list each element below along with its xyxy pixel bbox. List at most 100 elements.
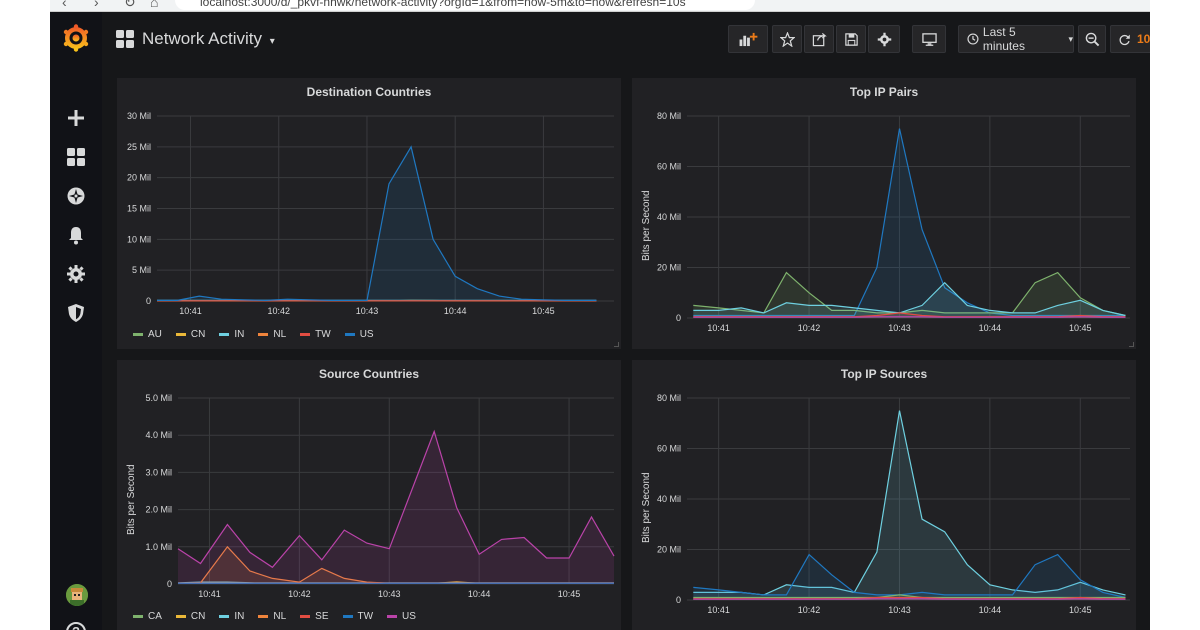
legend-item[interactable]: TW <box>300 329 331 340</box>
resize-handle[interactable] <box>614 342 619 347</box>
legend-item[interactable]: CN <box>175 611 206 622</box>
series-line <box>693 281 1126 317</box>
panel-title[interactable]: Destination Countries <box>306 85 432 99</box>
monitor-icon <box>921 32 937 46</box>
y-tick-label: 20 Mil <box>127 173 151 183</box>
panel-source-countries[interactable]: Source Countries 0 1.0 Mil 2.0 Mil 3.0 Mil 4… <box>117 360 621 630</box>
x-tick-label: 10:44 <box>444 306 467 316</box>
dashboards-icon[interactable] <box>64 145 88 169</box>
x-tick-label: 10:43 <box>378 589 401 599</box>
legend-item[interactable]: US <box>344 329 374 340</box>
legend: CA CN IN NL SE TW US <box>133 611 416 622</box>
configuration-icon[interactable] <box>64 262 88 286</box>
time-range-label: Last 5 minutes <box>982 25 1025 53</box>
x-tick-label: 10:45 <box>1069 323 1092 333</box>
dashboard-grid-icon[interactable] <box>116 30 134 48</box>
series-line <box>177 429 615 569</box>
legend-item[interactable]: AU <box>133 329 162 340</box>
legend-label: IN <box>234 611 245 622</box>
alerting-icon[interactable] <box>64 223 88 247</box>
y-tick-label: 60 Mil <box>657 444 681 454</box>
share-button[interactable] <box>804 25 834 53</box>
legend-item[interactable]: CA <box>133 611 162 622</box>
x-tick-label: 10:43 <box>888 605 911 615</box>
refresh-interval: 10s <box>1137 32 1150 46</box>
legend-item[interactable]: TW <box>342 611 374 622</box>
series-area <box>693 410 1126 600</box>
view-mode-button[interactable] <box>912 25 946 53</box>
star-button[interactable] <box>772 25 802 53</box>
dashboard-settings-button[interactable] <box>868 25 900 53</box>
panel-destination-countries[interactable]: Destination Countries 0 5 Mil 10 Mil 15 Mil… <box>117 78 621 349</box>
add-panel-icon <box>739 32 758 46</box>
user-avatar[interactable] <box>66 584 88 606</box>
series-line <box>693 410 1126 596</box>
y-tick-label: 0 <box>676 595 681 605</box>
panel-title[interactable]: Source Countries <box>318 367 420 381</box>
legend-item[interactable]: IN <box>219 329 244 340</box>
legend-label: CA <box>148 611 162 622</box>
legend-item[interactable]: IN <box>219 611 244 622</box>
help-icon[interactable]: ? <box>66 622 86 630</box>
save-dashboard-button[interactable] <box>836 25 866 53</box>
series-line <box>693 128 1126 317</box>
refresh-picker-button[interactable]: 10s ▾ <box>1110 25 1150 53</box>
plus-icon[interactable] <box>64 106 88 130</box>
legend-item[interactable]: NL <box>258 611 286 622</box>
dashboard-title: Network Activity <box>142 29 262 48</box>
add-panel-button[interactable] <box>728 25 768 53</box>
forward-icon[interactable]: › <box>94 0 99 10</box>
panel-top-ip-pairs[interactable]: Top IP Pairs 0 20 Mil 40 Mil 60 Mil 80 Mil 10… <box>632 78 1136 349</box>
legend-swatch <box>387 615 398 618</box>
zoom-out-button[interactable] <box>1078 25 1106 53</box>
y-tick-label: 80 Mil <box>657 111 681 121</box>
y-tick-label: 0 <box>146 296 151 306</box>
top-ip-sources-chart[interactable]: 0 20 Mil 40 Mil 60 Mil 80 Mil 10:41 10:42 10:43… <box>632 360 1136 630</box>
legend-item[interactable]: CN <box>175 329 206 340</box>
url-text[interactable]: localhost:3000/d/_pkvf-nhwk/network-acti… <box>200 0 686 9</box>
grafana-logo[interactable] <box>62 24 90 52</box>
legend-item[interactable]: NL <box>258 329 286 340</box>
back-icon[interactable]: ‹ <box>62 0 67 10</box>
x-tick-label: 10:42 <box>798 605 821 615</box>
x-tick-label: 10:44 <box>468 589 491 599</box>
reload-icon[interactable]: ↻ <box>124 0 136 10</box>
panel-title[interactable]: Top IP Sources <box>840 367 928 381</box>
y-tick-label: 40 Mil <box>657 494 681 504</box>
legend-item[interactable]: SE <box>300 611 329 622</box>
series-area <box>693 282 1126 318</box>
x-tick-label: 10:42 <box>267 306 290 316</box>
series-line <box>693 594 1126 599</box>
explore-icon[interactable] <box>64 184 88 208</box>
top-ip-pairs-chart[interactable]: 0 20 Mil 40 Mil 60 Mil 80 Mil 10:41 10:42 10:43… <box>632 78 1136 349</box>
y-tick-label: 5 Mil <box>132 265 151 275</box>
clock-icon <box>967 33 979 45</box>
x-tick-label: 10:41 <box>198 589 221 599</box>
x-tick-label: 10:41 <box>179 306 202 316</box>
x-tick-label: 10:44 <box>979 605 1002 615</box>
y-tick-label: 5.0 Mil <box>145 393 172 403</box>
legend-swatch <box>300 615 311 618</box>
dashboard-title-picker[interactable]: Network Activity ▾ <box>142 29 275 49</box>
legend-item[interactable]: US <box>387 611 416 622</box>
dashboard-navbar: Network Activity ▾ Last 5 minutes ▾ <box>102 12 1150 64</box>
legend-label: CN <box>190 329 206 340</box>
y-axis-title: Bits per Second <box>641 190 652 261</box>
source-countries-chart[interactable]: 0 1.0 Mil 2.0 Mil 3.0 Mil 4.0 Mil 5.0 Mil 10:4… <box>117 360 621 630</box>
legend-swatch <box>133 615 143 618</box>
destination-countries-chart[interactable]: 0 5 Mil 10 Mil 15 Mil 20 Mil 25 Mil 30 Mil 10:4… <box>117 78 621 349</box>
save-icon <box>844 32 858 46</box>
panel-title[interactable]: Top IP Pairs <box>849 85 919 99</box>
home-icon[interactable]: ⌂ <box>150 0 159 10</box>
shield-icon[interactable] <box>64 301 88 325</box>
y-axis-title: Bits per Second <box>641 472 652 543</box>
legend-label: CN <box>190 611 206 622</box>
legend-label: SE <box>315 611 329 622</box>
time-picker-button[interactable]: Last 5 minutes ▾ <box>958 25 1074 53</box>
panel-top-ip-sources[interactable]: Top IP Sources 0 20 Mil 40 Mil 60 Mil 80 Mil… <box>632 360 1136 630</box>
series-line <box>693 553 1126 599</box>
resize-handle[interactable] <box>1129 342 1134 347</box>
url-field[interactable] <box>175 0 755 10</box>
legend-label: TW <box>357 611 374 622</box>
y-tick-label: 2.0 Mil <box>145 505 172 515</box>
